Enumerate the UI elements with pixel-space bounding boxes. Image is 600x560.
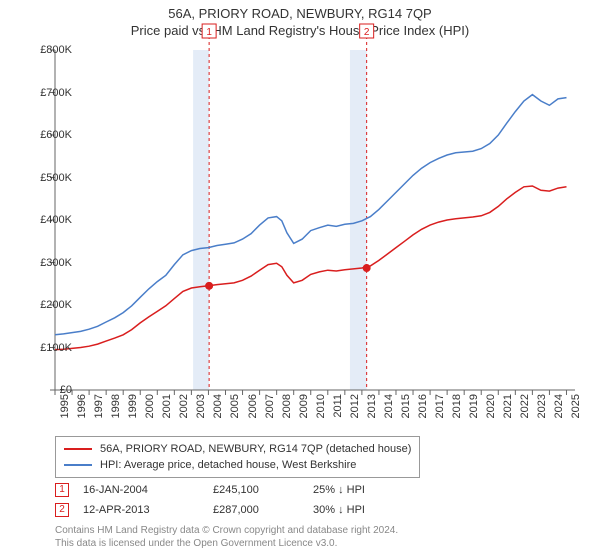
legend-swatch-hpi — [64, 464, 92, 466]
legend-label-property: 56A, PRIORY ROAD, NEWBURY, RG14 7QP (det… — [100, 441, 411, 457]
y-tick-label: £600K — [12, 129, 72, 141]
attribution-line-1: Contains HM Land Registry data © Crown c… — [55, 524, 398, 537]
svg-text:2: 2 — [364, 27, 370, 38]
title-block: 56A, PRIORY ROAD, NEWBURY, RG14 7QP Pric… — [0, 0, 600, 38]
x-tick-label: 2009 — [298, 394, 310, 418]
x-tick-label: 2022 — [519, 394, 531, 418]
x-tick-label: 2018 — [451, 394, 463, 418]
sale-date-1: 16-JAN-2004 — [83, 484, 213, 496]
sale-price-2: £287,000 — [213, 504, 313, 516]
x-tick-label: 2016 — [417, 394, 429, 418]
sale-pct-2: 30% ↓ HPI — [313, 504, 413, 516]
y-tick-label: £300K — [12, 257, 72, 269]
x-tick-label: 2006 — [247, 394, 259, 418]
attribution: Contains HM Land Registry data © Crown c… — [55, 524, 398, 550]
x-tick-label: 2017 — [434, 394, 446, 418]
attribution-line-2: This data is licensed under the Open Gov… — [55, 537, 398, 550]
chart-subtitle: Price paid vs. HM Land Registry's House … — [0, 23, 600, 38]
x-tick-label: 2005 — [229, 394, 241, 418]
x-tick-label: 2013 — [366, 394, 378, 418]
x-tick-label: 2007 — [264, 394, 276, 418]
x-tick-label: 1996 — [76, 394, 88, 418]
x-tick-label: 2023 — [536, 394, 548, 418]
legend: 56A, PRIORY ROAD, NEWBURY, RG14 7QP (det… — [55, 436, 420, 478]
legend-label-hpi: HPI: Average price, detached house, West… — [100, 457, 356, 473]
y-tick-label: £100K — [12, 342, 72, 354]
x-tick-label: 2014 — [383, 394, 395, 418]
x-tick-label: 1999 — [127, 394, 139, 418]
x-tick-label: 2003 — [195, 394, 207, 418]
y-tick-label: £500K — [12, 172, 72, 184]
legend-swatch-property — [64, 448, 92, 450]
legend-item-hpi: HPI: Average price, detached house, West… — [64, 457, 411, 473]
chart-svg: 12 — [55, 50, 575, 390]
x-tick-label: 2010 — [315, 394, 327, 418]
y-tick-label: £700K — [12, 87, 72, 99]
sale-pct-1: 25% ↓ HPI — [313, 484, 413, 496]
svg-text:1: 1 — [206, 27, 212, 38]
x-tick-label: 2000 — [144, 394, 156, 418]
x-tick-label: 2002 — [178, 394, 190, 418]
sales-table: 1 16-JAN-2004 £245,100 25% ↓ HPI 2 12-AP… — [55, 480, 413, 520]
x-tick-label: 2001 — [161, 394, 173, 418]
sale-date-2: 12-APR-2013 — [83, 504, 213, 516]
x-tick-label: 2012 — [349, 394, 361, 418]
x-tick-label: 2020 — [485, 394, 497, 418]
x-tick-label: 2004 — [212, 394, 224, 418]
x-tick-label: 2008 — [281, 394, 293, 418]
x-tick-label: 2025 — [570, 394, 582, 418]
sale-row-2: 2 12-APR-2013 £287,000 30% ↓ HPI — [55, 500, 413, 520]
sale-price-1: £245,100 — [213, 484, 313, 496]
x-tick-label: 1995 — [59, 394, 71, 418]
x-tick-label: 1998 — [110, 394, 122, 418]
sale-marker-1: 1 — [55, 483, 69, 497]
x-tick-label: 1997 — [93, 394, 105, 418]
y-tick-label: £200K — [12, 299, 72, 311]
legend-item-property: 56A, PRIORY ROAD, NEWBURY, RG14 7QP (det… — [64, 441, 411, 457]
x-tick-label: 2021 — [502, 394, 514, 418]
plot-area: 12 — [55, 50, 575, 390]
y-tick-label: £400K — [12, 214, 72, 226]
x-tick-label: 2019 — [468, 394, 480, 418]
x-tick-label: 2011 — [332, 394, 344, 418]
sale-row-1: 1 16-JAN-2004 £245,100 25% ↓ HPI — [55, 480, 413, 500]
x-tick-label: 2024 — [553, 394, 565, 418]
x-tick-label: 2015 — [400, 394, 412, 418]
chart-title: 56A, PRIORY ROAD, NEWBURY, RG14 7QP — [0, 6, 600, 21]
sale-marker-2: 2 — [55, 503, 69, 517]
chart-container: 56A, PRIORY ROAD, NEWBURY, RG14 7QP Pric… — [0, 0, 600, 560]
y-tick-label: £800K — [12, 44, 72, 56]
